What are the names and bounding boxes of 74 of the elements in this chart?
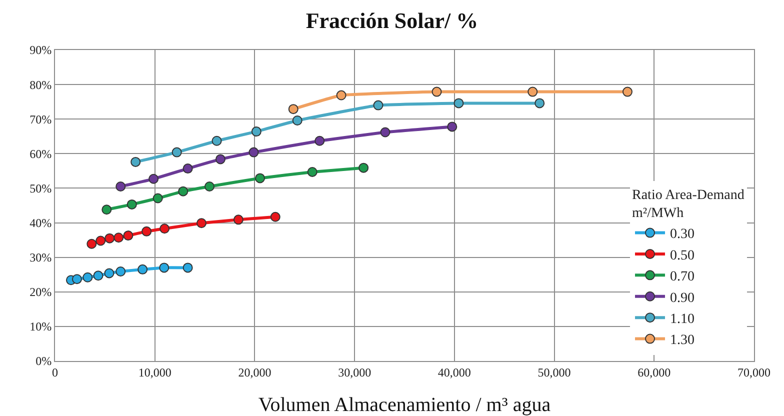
y-tick-label: 80%: [30, 78, 52, 92]
chart-title: Fracción Solar/ %: [306, 8, 478, 33]
point: [233, 214, 244, 225]
point: [215, 154, 226, 164]
point: [622, 86, 632, 97]
point: [212, 136, 222, 146]
point: [336, 90, 346, 100]
point: [114, 232, 124, 243]
point: [104, 268, 114, 278]
point: [116, 266, 126, 276]
point: [102, 204, 112, 215]
point: [123, 230, 134, 241]
point: [72, 274, 82, 284]
point: [104, 233, 115, 244]
point: [116, 181, 126, 192]
point: [178, 186, 188, 196]
point: [288, 104, 298, 114]
x-tick-label: 10,000: [138, 365, 172, 380]
point: [93, 270, 104, 281]
x-tick-label: 70,000: [738, 365, 770, 380]
x-tick-label: 50,000: [538, 365, 571, 380]
point: [182, 262, 193, 273]
x-tick-label: 0: [52, 365, 58, 380]
y-tick-label: 0%: [36, 354, 52, 368]
point: [534, 98, 545, 108]
y-tick-label: 20%: [30, 285, 52, 300]
point: [292, 115, 302, 126]
y-tick-label: 70%: [30, 112, 52, 126]
legend-label: 0.70: [670, 270, 695, 285]
point: [270, 212, 280, 222]
legend-label: 1.30: [670, 333, 695, 348]
legend-label: 0.90: [670, 290, 695, 306]
legend-label: 1.10: [670, 312, 695, 328]
point: [447, 122, 458, 132]
legend-label: 0.50: [670, 248, 695, 264]
y-tick-label: 90%: [30, 43, 52, 58]
point: [307, 166, 318, 177]
point: [86, 238, 97, 249]
point: [454, 98, 464, 108]
legend-title: Ratio Area-Demand m²/MWh: [632, 188, 744, 222]
x-tick-label: 60,000: [638, 365, 671, 380]
x-tick-label: 20,000: [238, 365, 272, 380]
y-tick-label: 10%: [30, 320, 52, 334]
point: [380, 127, 390, 138]
y-tick-label: 40%: [30, 216, 52, 230]
point: [182, 164, 193, 174]
point: [148, 174, 159, 184]
point: [432, 86, 442, 97]
x-tick-label: 30,000: [338, 365, 372, 380]
point: [314, 136, 325, 146]
point: [130, 156, 141, 167]
point: [96, 236, 106, 246]
point: [160, 224, 170, 234]
point: [255, 173, 266, 184]
point: [373, 100, 384, 110]
point: [138, 264, 148, 274]
x-tick-label: 40,000: [438, 365, 471, 380]
point: [251, 126, 262, 137]
y-tick-label: 50%: [30, 181, 52, 196]
point: [142, 226, 152, 236]
point: [196, 218, 206, 228]
point: [204, 181, 214, 192]
point: [172, 147, 182, 158]
point: [126, 199, 137, 210]
y-tick-label: 30%: [30, 250, 52, 265]
point: [159, 262, 170, 273]
x-axis-title: Volumen Almacenamiento / m³ agua: [258, 394, 551, 416]
point: [528, 86, 538, 97]
point: [248, 147, 259, 158]
point: [82, 272, 93, 282]
legend-label: 0.30: [670, 227, 695, 242]
y-tick-label: 60%: [30, 146, 52, 161]
point: [152, 193, 163, 204]
point: [358, 162, 369, 173]
